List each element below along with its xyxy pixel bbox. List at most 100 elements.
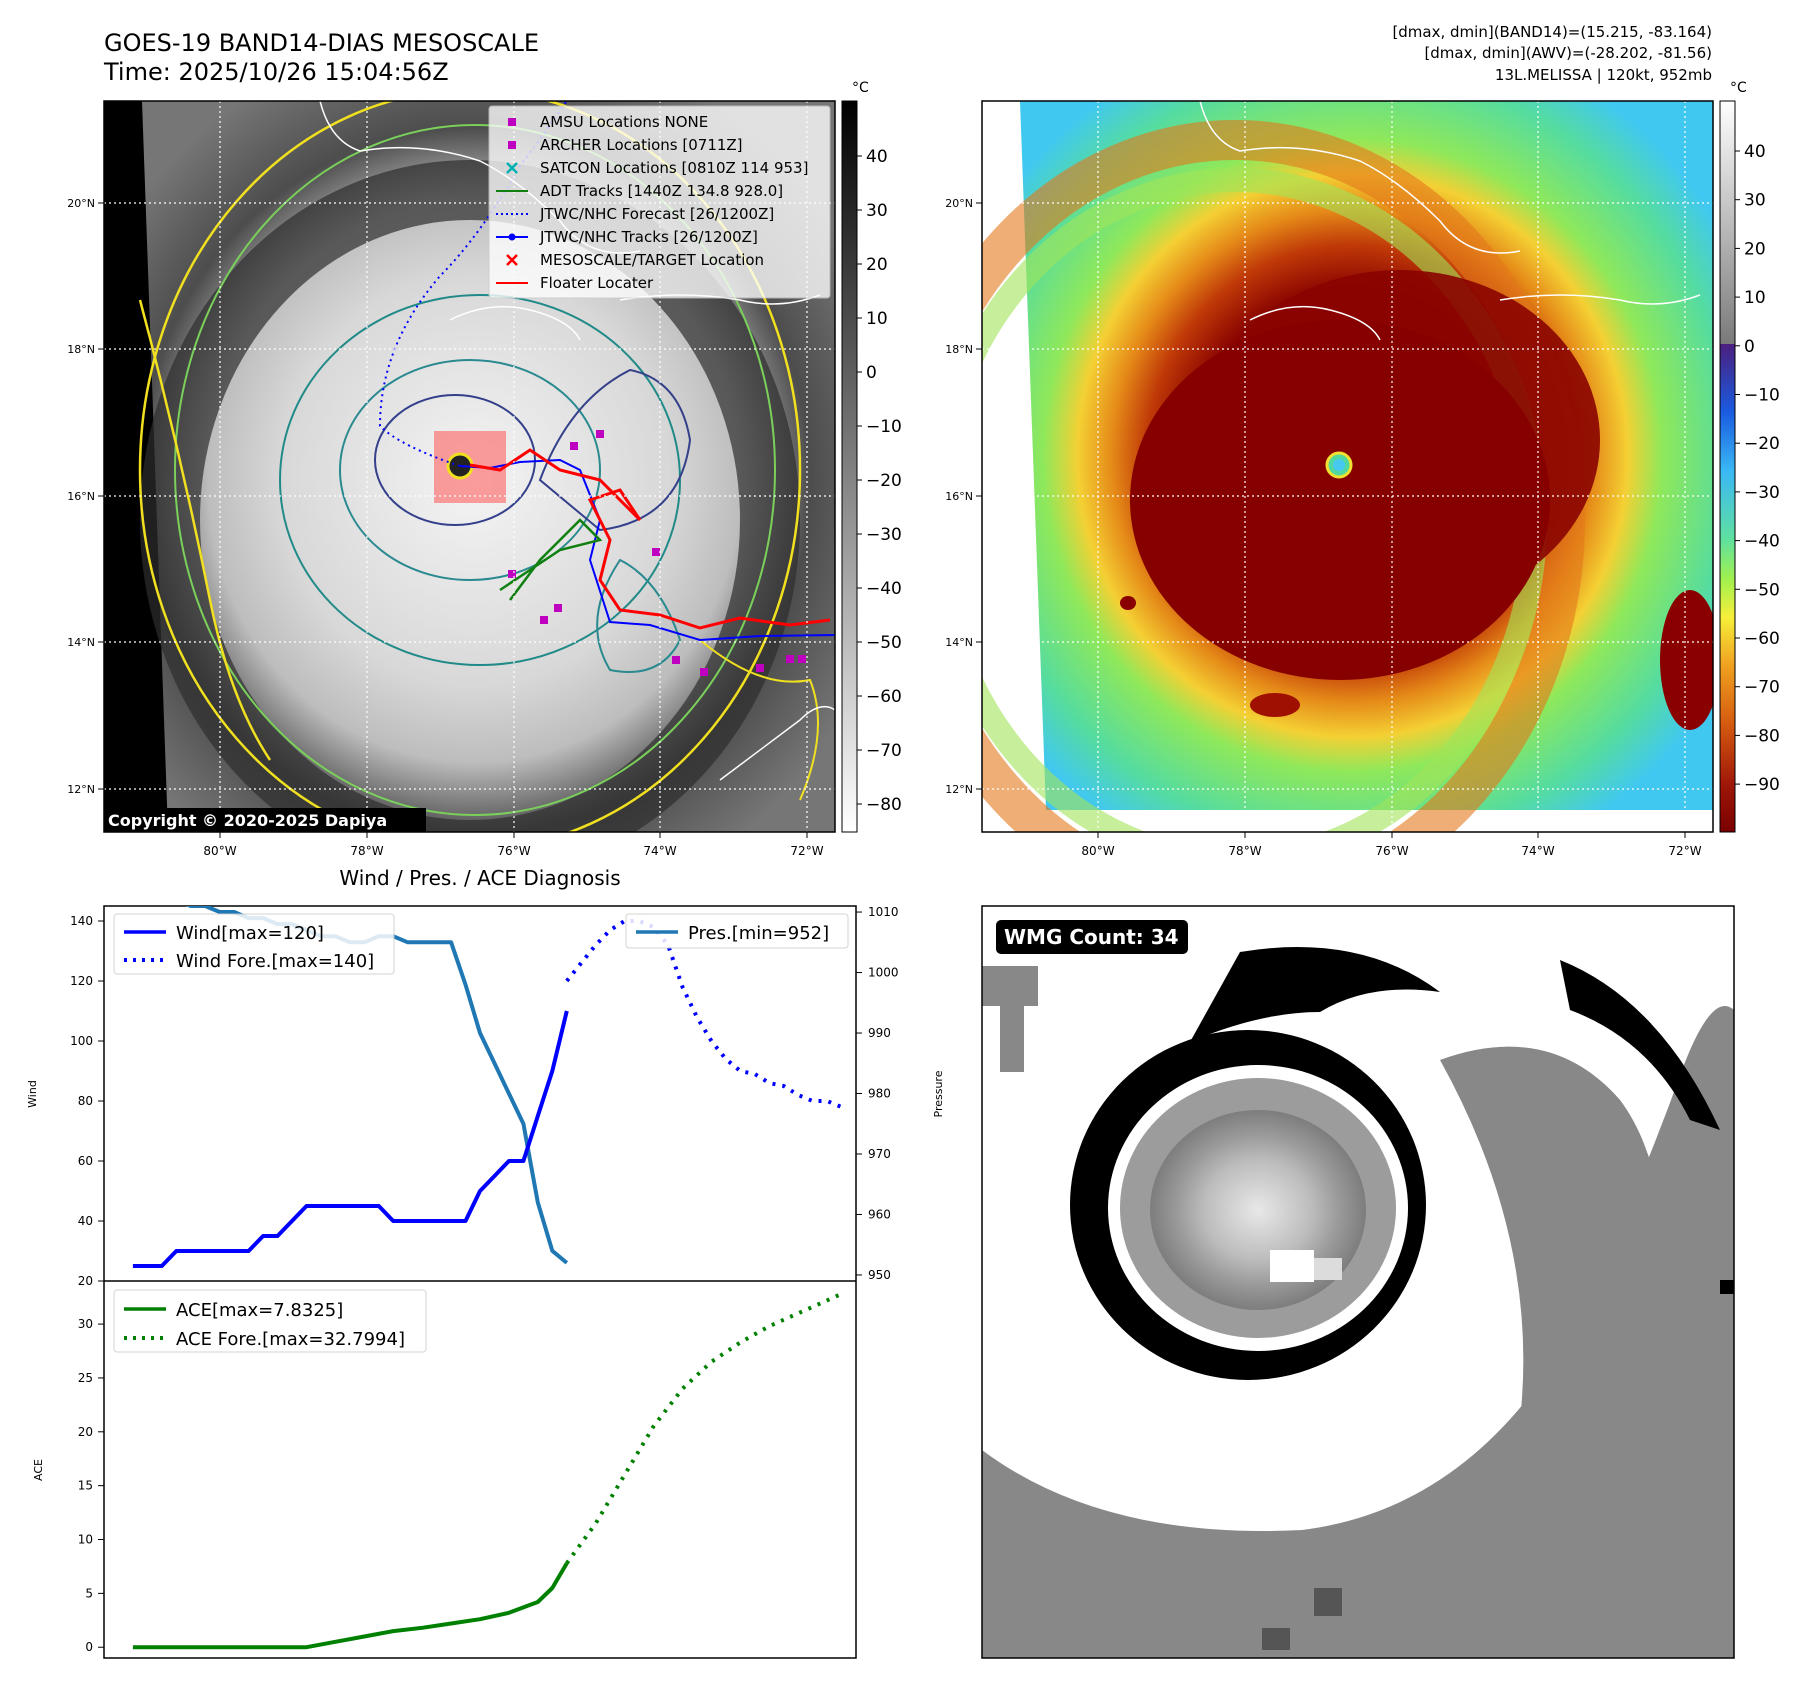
legend-marker-square — [508, 118, 516, 126]
wind-tick-label: 40 — [78, 1214, 93, 1228]
lon-tick-label: 78°W — [1228, 844, 1261, 858]
colorbar-tick-label: −40 — [1744, 532, 1780, 552]
legend-ace-label: ACE[max=7.8325] — [176, 1300, 343, 1321]
legend-label: JTWC/NHC Forecast [26/1200Z] — [539, 205, 774, 223]
legend-wind-label: Wind[max=120] — [176, 923, 324, 944]
colorbar-tick-label: −70 — [1744, 678, 1780, 698]
lon-tick-label: 78°W — [350, 844, 383, 858]
copyright-label: Copyright © 2020-2025 Dapiya — [108, 811, 387, 830]
pressure-tick-label: 1000 — [868, 966, 899, 980]
pressure-tick-label: 950 — [868, 1268, 891, 1282]
pressure-tick-label: 1010 — [868, 905, 899, 919]
right-colorbar-unit: °C — [1730, 80, 1747, 96]
legend-label: Floater Locater — [540, 274, 654, 292]
ace-tick-label: 25 — [78, 1371, 93, 1385]
pressure-tick-label: 970 — [868, 1147, 891, 1161]
colorbar-tick-label: −70 — [866, 741, 902, 761]
ace-tick-label: 30 — [78, 1317, 93, 1331]
colorbar-tick-label: −10 — [1744, 386, 1780, 406]
pressure-ylabel: Pressure — [932, 1070, 945, 1117]
info-line-2: [dmax, dmin](AWV)=(-28.202, -81.56) — [1424, 44, 1712, 62]
colorbar-tick-label: −80 — [866, 795, 902, 815]
legend-ace-fore-label: ACE Fore.[max=32.7994] — [176, 1329, 405, 1350]
legend-entry: JTWC/NHC Tracks [26/1200Z] — [496, 228, 758, 246]
ace-ylabel: ACE — [32, 1459, 45, 1481]
legend-marker-x — [506, 162, 518, 174]
colorbar-tick-label: −40 — [866, 579, 902, 599]
wind-series-line — [132, 1010, 569, 1268]
legend-entry: JTWC/NHC Forecast [26/1200Z] — [496, 205, 774, 223]
diag-chart: 1401201008060402010101000990980970960950… — [26, 905, 945, 1659]
lat-tick-label: 20°N — [67, 197, 95, 210]
colorbar-tick-label: −60 — [1744, 629, 1780, 649]
info-line-3: 13L.MELISSA | 120kt, 952mb — [1495, 66, 1712, 84]
legend-pressure-label: Pres.[min=952] — [688, 923, 829, 944]
legend-entry: ARCHER Locations [0711Z] — [508, 136, 743, 154]
pressure-tick-label: 990 — [868, 1026, 891, 1040]
lat-tick-label: 16°N — [67, 490, 95, 503]
wmg-count-label: WMG Count: 34 — [1004, 925, 1179, 949]
left-colorbar-unit: °C — [852, 80, 869, 96]
wind-tick-label: 100 — [70, 1034, 93, 1048]
lat-tick-label: 16°N — [945, 490, 973, 503]
lat-tick-label: 14°N — [67, 636, 95, 649]
ace-tick-label: 5 — [85, 1586, 93, 1600]
colorbar-tick-label: 10 — [866, 309, 888, 329]
colorbar-tick-label: −90 — [1744, 775, 1780, 795]
lat-tick-label: 14°N — [945, 636, 973, 649]
legend-wind-fore-label: Wind Fore.[max=140] — [176, 951, 374, 972]
legend-entry: Floater Locater — [496, 274, 654, 292]
legend-entry: ADT Tracks [1440Z 134.8 928.0] — [496, 182, 783, 200]
left-colorbar: °C 40 30 20 10 0 −10 −20 −30 −40 −50 −60 −70 −80 — [841, 80, 902, 833]
lat-tick-label: 12°N — [67, 783, 95, 796]
colorbar-tick-label: 40 — [866, 147, 888, 167]
colorbar-tick-label: 40 — [1744, 142, 1766, 162]
colorbar-tick-label: 0 — [866, 363, 877, 383]
pressure-tick-label: 960 — [868, 1207, 891, 1221]
wind-tick-label: 140 — [70, 914, 93, 928]
colorbar-tick-label: 30 — [1744, 191, 1766, 211]
figure-title-line1: GOES-19 BAND14-DIAS MESOSCALE — [104, 29, 539, 57]
info-line-1: [dmax, dmin](BAND14)=(15.215, -83.164) — [1392, 23, 1712, 41]
colorbar-tick-label: −60 — [866, 687, 902, 707]
legend-entry: SATCON Locations [0810Z 114 953] — [506, 159, 808, 177]
colorbar-tick-label: 10 — [1744, 288, 1766, 308]
left-ir-map: Copyright © 2020-2025 Dapiya AMSU Locati… — [103, 100, 836, 833]
lat-tick-label: 18°N — [67, 343, 95, 356]
colorbar-tick-label: −50 — [866, 633, 902, 653]
wind-tick-label: 80 — [78, 1094, 93, 1108]
ace-tick-label: 15 — [78, 1479, 93, 1493]
legend-marker-x — [506, 254, 518, 266]
legend-label: MESOSCALE/TARGET Location — [540, 251, 764, 269]
colorbar-tick-label: −30 — [1744, 483, 1780, 503]
lon-tick-label: 76°W — [1375, 844, 1408, 858]
ace-tick-label: 0 — [85, 1640, 93, 1654]
lon-tick-label: 74°W — [643, 844, 676, 858]
legend-entry: AMSU Locations NONE — [508, 113, 708, 131]
colorbar-tick-label: 30 — [866, 201, 888, 221]
wind-legend: Wind[max=120] Wind Fore.[max=140] — [113, 913, 395, 975]
lon-tick-label: 80°W — [1081, 844, 1114, 858]
wmg-panel: WMG Count: 34 — [981, 905, 1735, 1659]
wind-tick-label: 120 — [70, 974, 93, 988]
diag-title: Wind / Pres. / ACE Diagnosis — [339, 866, 620, 890]
legend-marker-square — [508, 141, 516, 149]
lon-tick-label: 76°W — [497, 844, 530, 858]
lon-tick-label: 74°W — [1521, 844, 1554, 858]
colorbar-tick-label: −50 — [1744, 580, 1780, 600]
pressure-tick-label: 980 — [868, 1087, 891, 1101]
wind-tick-label: 20 — [78, 1274, 93, 1288]
ace-tick-label: 10 — [78, 1533, 93, 1547]
colorbar-tick-label: 20 — [866, 255, 888, 275]
left-map-legend: AMSU Locations NONE ARCHER Locations [071… — [488, 105, 831, 299]
lat-tick-label: 12°N — [945, 783, 973, 796]
legend-label: ARCHER Locations [0711Z] — [540, 136, 743, 154]
pressure-legend: Pres.[min=952] — [625, 913, 849, 949]
colorbar-tick-label: −10 — [866, 417, 902, 437]
colorbar-tick-label: 0 — [1744, 337, 1755, 357]
lat-tick-label: 20°N — [945, 197, 973, 210]
ace-tick-label: 20 — [78, 1425, 93, 1439]
legend-label: ADT Tracks [1440Z 134.8 928.0] — [540, 182, 783, 200]
wind-ylabel: Wind — [26, 1080, 39, 1108]
